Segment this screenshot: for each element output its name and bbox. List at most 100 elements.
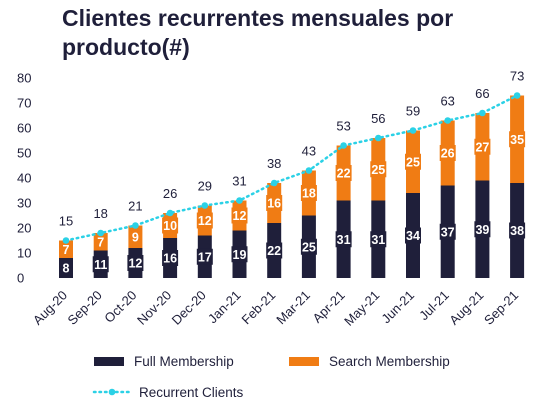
- data-label-full: 37: [441, 225, 455, 239]
- point-recurrent-clients: [513, 92, 521, 99]
- label-box-search: [162, 217, 179, 234]
- x-tick-label: Mar-21: [273, 288, 313, 328]
- label-box-full: [231, 246, 248, 263]
- data-label-search: 25: [406, 155, 420, 169]
- label-box-full: [439, 223, 456, 240]
- data-label-search: 7: [63, 243, 70, 257]
- label-box-full: [127, 255, 144, 271]
- data-label-total: 29: [198, 179, 212, 194]
- label-box-search: [129, 228, 141, 245]
- data-label-total: 15: [59, 214, 73, 229]
- label-box-search: [60, 241, 72, 258]
- data-label-full: 19: [233, 248, 247, 262]
- label-box-search: [300, 185, 317, 201]
- label-box-search: [196, 212, 213, 229]
- label-box-full: [92, 256, 109, 273]
- point-recurrent-clients: [479, 109, 486, 117]
- y-tick-label: 30: [17, 196, 31, 211]
- data-label-search: 25: [371, 163, 385, 177]
- point-recurrent-clients: [62, 237, 70, 244]
- label-box-full: [370, 231, 387, 248]
- data-label-total: 26: [163, 186, 177, 201]
- data-label-full: 8: [63, 262, 70, 276]
- x-tick-label: May-21: [341, 288, 382, 329]
- x-tick-label: Jan-21: [205, 288, 244, 327]
- y-tick-label: 0: [17, 271, 24, 286]
- x-tick-label: Aug-21: [446, 288, 486, 328]
- data-label-full: 11: [94, 258, 107, 272]
- label-box-full: [509, 222, 526, 239]
- label-box-search: [95, 233, 107, 250]
- point-recurrent-clients: [201, 202, 209, 209]
- point-recurrent-clients: [166, 209, 174, 217]
- label-box-search: [474, 138, 491, 155]
- point-recurrent-clients: [305, 167, 313, 174]
- data-label-search: 9: [132, 230, 139, 244]
- legend-swatch-search: [289, 357, 319, 366]
- x-tick-label: Sep-20: [65, 288, 105, 328]
- label-box-search: [370, 161, 387, 178]
- label-box-search: [231, 207, 248, 224]
- x-tick-label: Aug-20: [30, 288, 70, 328]
- data-label-full: 38: [510, 224, 524, 238]
- y-tick-label: 20: [17, 221, 31, 236]
- y-tick-label: 10: [17, 246, 31, 261]
- y-tick-label: 50: [17, 146, 31, 161]
- label-box-search: [509, 131, 526, 148]
- data-label-total: 66: [475, 86, 489, 101]
- data-label-total: 53: [336, 119, 350, 134]
- point-recurrent-clients: [409, 127, 417, 134]
- label-box-search: [405, 153, 421, 170]
- data-label-search: 22: [337, 167, 351, 181]
- data-label-search: 12: [198, 214, 212, 228]
- data-label-full: 12: [128, 257, 142, 271]
- data-label-total: 18: [93, 206, 107, 221]
- x-tick-label: Oct-20: [101, 288, 139, 326]
- legend-point-recurrent: [108, 388, 116, 396]
- data-label-search: 16: [267, 197, 281, 211]
- x-tick-label: Sep-21: [481, 288, 521, 328]
- label-box-search: [266, 195, 283, 211]
- label-box-full: [405, 227, 421, 244]
- data-label-full: 34: [406, 229, 420, 243]
- y-tick-label: 70: [17, 96, 31, 111]
- data-label-search: 18: [302, 187, 316, 201]
- label-box-full: [300, 238, 317, 255]
- label-box-full: [196, 248, 213, 265]
- label-box-full: [335, 231, 352, 248]
- label-box-full: [162, 250, 179, 266]
- data-label-search: 35: [510, 133, 524, 147]
- data-label-total: 43: [302, 144, 316, 159]
- data-label-total: 21: [128, 199, 142, 214]
- legend-swatch-full: [94, 357, 124, 366]
- point-recurrent-clients: [340, 142, 347, 149]
- y-tick-label: 80: [17, 71, 31, 86]
- data-label-search: 7: [97, 235, 104, 249]
- data-label-full: 39: [475, 223, 489, 237]
- point-recurrent-clients: [97, 229, 104, 237]
- data-label-search: 10: [163, 219, 177, 233]
- data-label-search: 12: [233, 209, 247, 223]
- point-recurrent-clients: [132, 222, 139, 229]
- label-box-full: [266, 242, 283, 259]
- data-label-search: 26: [441, 147, 455, 161]
- data-label-full: 17: [198, 250, 212, 264]
- legend-label-recurrent: Recurrent Clients: [139, 385, 244, 400]
- label-box-full: [60, 260, 72, 276]
- y-tick-label: 40: [17, 171, 31, 186]
- legend-label-full: Full Membership: [134, 354, 234, 369]
- chart-title: Clientes recurrentes mensuales por produ…: [62, 5, 454, 60]
- label-box-search: [439, 145, 456, 161]
- data-label-total: 56: [371, 111, 385, 126]
- point-recurrent-clients: [236, 197, 243, 204]
- data-label-total: 31: [232, 174, 246, 189]
- label-box-search: [335, 165, 352, 181]
- y-tick-label: 60: [17, 121, 31, 136]
- data-label-full: 31: [371, 233, 385, 247]
- data-label-full: 16: [163, 252, 177, 266]
- data-label-total: 73: [510, 69, 524, 84]
- point-recurrent-clients: [270, 179, 278, 187]
- data-label-full: 25: [302, 240, 316, 254]
- label-box-full: [474, 221, 491, 238]
